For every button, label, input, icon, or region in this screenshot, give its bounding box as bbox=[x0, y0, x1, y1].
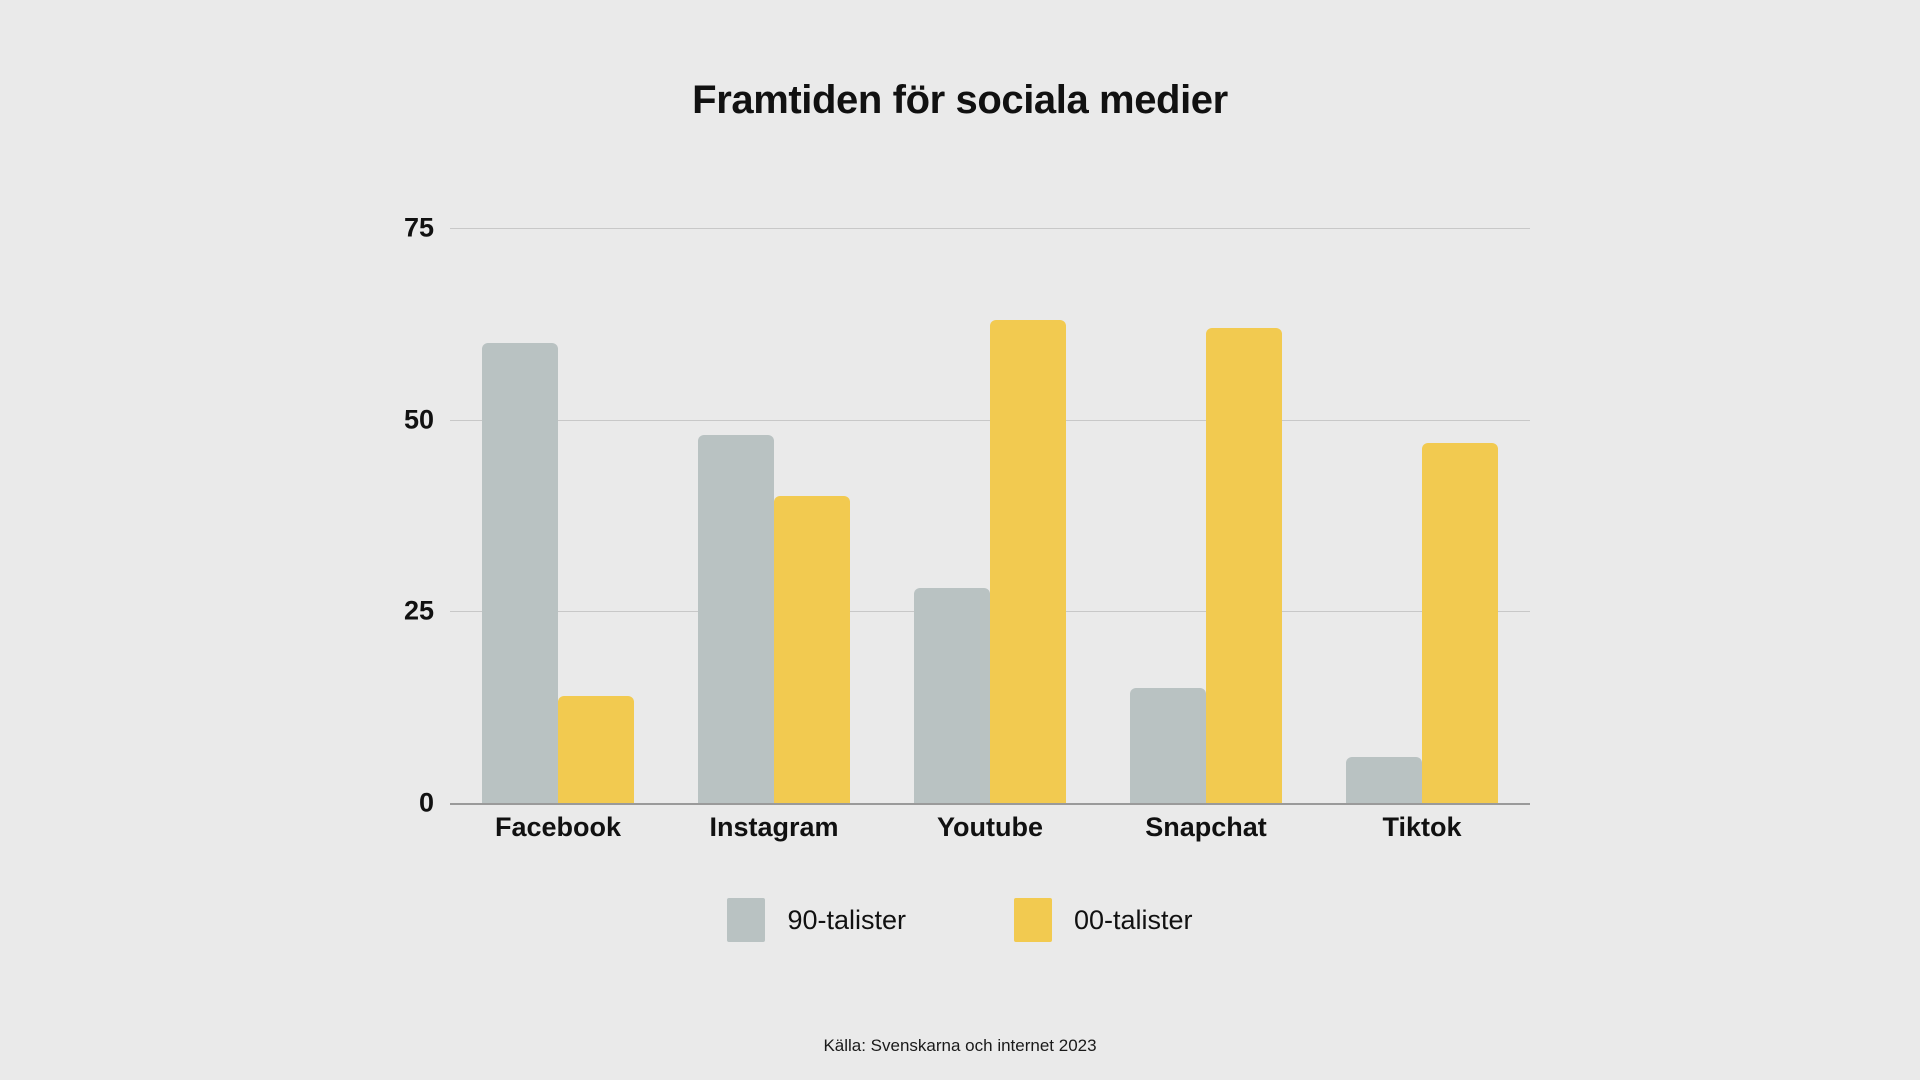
bar-facebook-00-talister[interactable] bbox=[558, 695, 634, 803]
x-tick-label-facebook: Facebook bbox=[494, 812, 622, 842]
bar-group-tiktok bbox=[1314, 228, 1530, 803]
gridline-75 bbox=[450, 228, 1530, 229]
bar-tiktok-90-talister[interactable] bbox=[1346, 757, 1422, 803]
gridline-baseline-0 bbox=[450, 803, 1530, 805]
bar-youtube-00-talister[interactable] bbox=[990, 320, 1066, 803]
x-tick-label-tiktok: Tiktok bbox=[1382, 812, 1462, 842]
chart-legend: 90-talister 00-talister bbox=[0, 898, 1920, 942]
bar-group-snapchat bbox=[1098, 228, 1314, 803]
plot-area: 75 50 25 0 bbox=[404, 213, 1530, 818]
bar-snapchat-90-talister[interactable] bbox=[1130, 688, 1206, 803]
legend-swatch-icon-90-talister bbox=[727, 898, 766, 942]
chart-title: Framtiden för sociala medier bbox=[692, 78, 1228, 122]
bar-instagram-90-talister[interactable] bbox=[698, 435, 774, 803]
legend-item-90-talister[interactable]: 90-talister bbox=[727, 898, 906, 942]
x-tick-label-snapchat: Snapchat bbox=[1145, 812, 1267, 842]
y-tick-label-25: 25 bbox=[403, 595, 434, 626]
bar-group-instagram bbox=[666, 228, 882, 803]
legend-label-00-talister: 00-talister bbox=[1074, 904, 1193, 935]
bar-snapchat-00-talister[interactable] bbox=[1206, 327, 1282, 803]
bar-group-youtube bbox=[882, 228, 1098, 803]
x-tick-label-youtube: Youtube bbox=[937, 812, 1043, 842]
y-tick-label-0: 0 bbox=[418, 787, 434, 818]
y-tick-label-50: 50 bbox=[403, 404, 434, 435]
bars-layer bbox=[450, 228, 1530, 803]
x-axis-labels: Facebook Instagram Youtube Snapchat Tikt… bbox=[450, 812, 1530, 843]
source-note: Källa: Svenskarna och internet 2023 bbox=[823, 1036, 1097, 1055]
bar-youtube-90-talister[interactable] bbox=[914, 588, 990, 803]
legend-item-00-talister[interactable]: 00-talister bbox=[1014, 898, 1193, 942]
x-tick-label-instagram: Instagram bbox=[709, 812, 839, 842]
bar-group-facebook bbox=[450, 228, 666, 803]
legend-swatch-icon-00-talister bbox=[1014, 898, 1052, 942]
legend-label-90-talister: 90-talister bbox=[787, 904, 906, 935]
bar-tiktok-00-talister[interactable] bbox=[1422, 442, 1498, 803]
bar-instagram-00-talister[interactable] bbox=[774, 496, 850, 803]
y-tick-label-75: 75 bbox=[403, 212, 434, 243]
bar-facebook-90-talister[interactable] bbox=[482, 343, 558, 803]
